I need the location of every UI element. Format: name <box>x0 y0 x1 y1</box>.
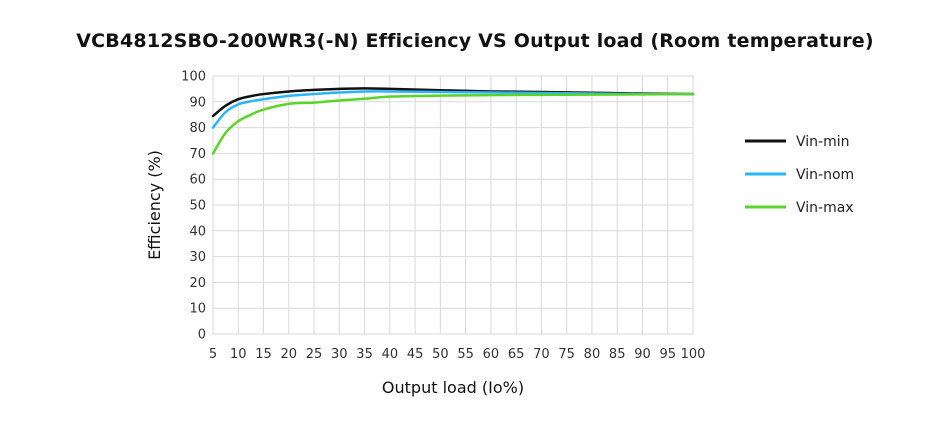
series-line-vin-max <box>211 92 695 155</box>
legend-label-vin-max: Vin-max <box>796 200 854 216</box>
y-tick-label: 50 <box>189 199 206 214</box>
y-tick-labels: 0 10 20 30 40 50 60 70 80 90 100 <box>181 70 206 343</box>
x-tick-label: 95 <box>659 347 676 362</box>
chart-title: VCB4812SBO-200WR3(-N) Efficiency VS Outp… <box>76 30 874 52</box>
x-tick-label: 20 <box>281 347 298 362</box>
x-tick-label: 70 <box>533 347 550 362</box>
x-tick-label: 55 <box>457 347 474 362</box>
x-tick-label: 35 <box>356 347 373 362</box>
y-tick-label: 10 <box>189 302 206 317</box>
x-tick-label: 90 <box>634 347 651 362</box>
x-axis-label: Output load (Io%) <box>382 378 524 397</box>
x-tick-label: 15 <box>255 347 272 362</box>
x-tick-label: 80 <box>584 347 601 362</box>
x-tick-label: 100 <box>681 347 706 362</box>
x-tick-label: 65 <box>508 347 525 362</box>
y-tick-label: 20 <box>189 276 206 291</box>
y-tick-label: 30 <box>189 250 206 265</box>
y-tick-label: 100 <box>181 70 206 85</box>
legend: Vin-min Vin-nom Vin-max <box>745 134 854 216</box>
x-tick-label: 75 <box>558 347 575 362</box>
x-tick-label: 50 <box>432 347 449 362</box>
y-tick-label: 80 <box>189 121 206 136</box>
y-tick-label: 60 <box>189 173 206 188</box>
x-tick-label: 45 <box>407 347 424 362</box>
series-line-vin-nom <box>211 90 695 129</box>
y-tick-label: 0 <box>198 328 206 343</box>
x-tick-label: 25 <box>306 347 323 362</box>
series-lines <box>211 87 695 155</box>
y-tick-label: 40 <box>189 224 206 239</box>
x-tick-label: 40 <box>382 347 399 362</box>
y-axis-label: Efficiency (%) <box>145 150 164 260</box>
grid-lines <box>212 75 694 335</box>
legend-label-vin-min: Vin-min <box>796 134 849 150</box>
y-tick-label: 90 <box>189 95 206 110</box>
x-tick-labels: 5 10 15 20 25 30 35 40 45 50 55 60 65 70 75 80 85 90 95 100 <box>209 347 706 362</box>
y-tick-label: 70 <box>189 147 206 162</box>
x-tick-label: 5 <box>209 347 217 362</box>
legend-label-vin-nom: Vin-nom <box>796 167 854 183</box>
x-tick-label: 85 <box>609 347 626 362</box>
x-tick-label: 60 <box>483 347 500 362</box>
x-tick-label: 30 <box>331 347 348 362</box>
x-tick-label: 10 <box>230 347 247 362</box>
